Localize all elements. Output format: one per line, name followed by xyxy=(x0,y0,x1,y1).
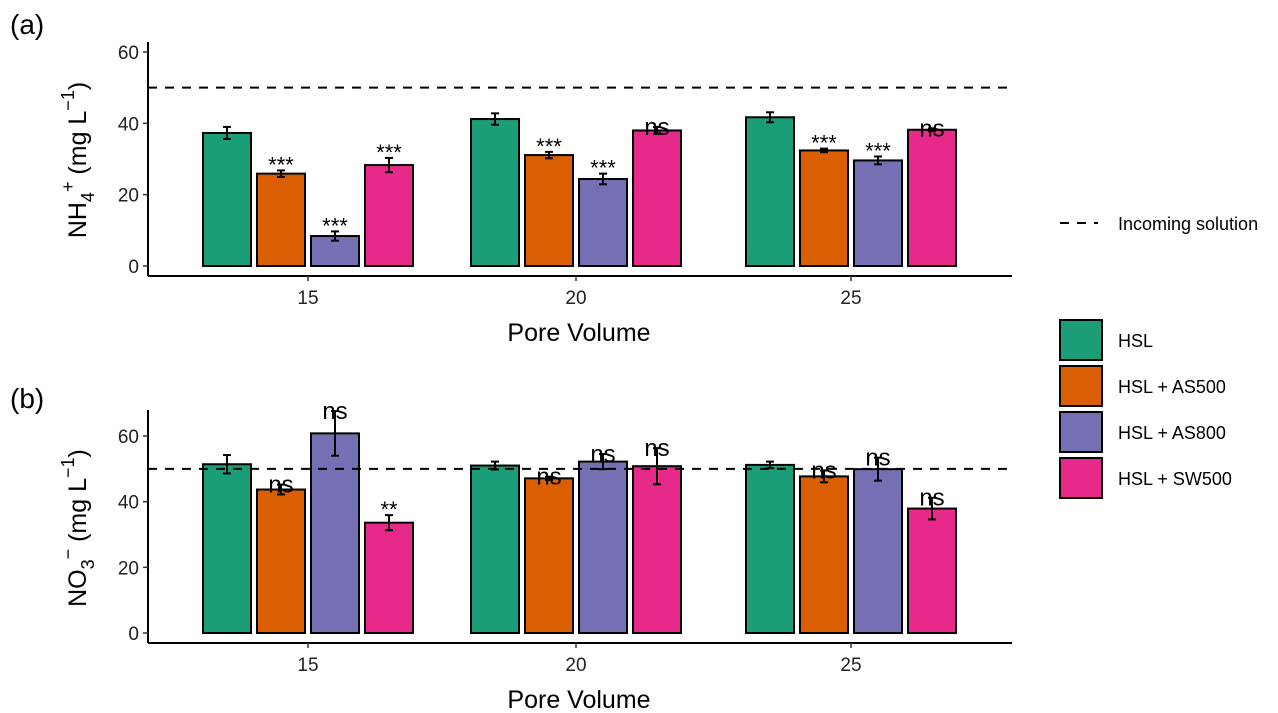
panel-a-y-ticks: 0 20 40 60 xyxy=(118,43,148,278)
y-tick-label: 0 xyxy=(128,257,139,278)
panel-b-label: (b) xyxy=(10,383,44,414)
legend-incoming-solution-label: Incoming solution xyxy=(1118,214,1258,234)
bar xyxy=(524,477,574,635)
significance-label: *** xyxy=(590,156,616,181)
bar xyxy=(256,172,306,267)
bar xyxy=(907,128,957,267)
legend-swatch xyxy=(1059,457,1103,499)
y-tick-label: 40 xyxy=(118,493,139,514)
significance-label: ns xyxy=(865,445,890,472)
y-tick-label: 0 xyxy=(128,624,139,645)
bar xyxy=(310,432,360,634)
bar xyxy=(470,464,520,634)
legend-item-label: HSL + SW500 xyxy=(1118,469,1232,489)
panel-b-axes xyxy=(147,410,1012,644)
bar xyxy=(470,118,520,268)
legend-item-label: HSL + AS500 xyxy=(1118,377,1226,397)
panel-a-y-axis-title: NH4+ (mg L−1) xyxy=(58,82,98,238)
bar xyxy=(524,154,574,267)
panel-a-bars: *** *** *** *** *** ns *** *** ns xyxy=(148,86,1012,268)
bar xyxy=(632,129,682,267)
significance-label: *** xyxy=(865,139,891,164)
significance-label: ns xyxy=(919,485,944,512)
legend-swatch xyxy=(1059,365,1103,407)
significance-label: ns xyxy=(322,398,347,425)
legend-item-label: HSL xyxy=(1118,331,1153,351)
significance-label: ns xyxy=(536,464,561,491)
bar xyxy=(745,463,795,635)
panel-a-x-ticks: 15 20 25 xyxy=(297,276,862,309)
x-tick-label: 20 xyxy=(565,288,586,309)
x-tick-label: 25 xyxy=(840,288,861,309)
panel-b-no3: (b) 0 20 40 60 ns ns ** ns ns ns ns ns ns 15 20 25 Po… xyxy=(10,383,1012,713)
significance-label: *** xyxy=(811,131,837,156)
y-tick-label: 20 xyxy=(118,558,139,579)
significance-label: *** xyxy=(536,134,562,159)
significance-label: *** xyxy=(322,213,348,238)
y-tick-label: 60 xyxy=(118,43,139,64)
y-tick-label: 20 xyxy=(118,186,139,207)
panel-a-axes xyxy=(147,42,1012,277)
significance-label: ns xyxy=(590,441,615,468)
significance-label: ns xyxy=(644,435,669,462)
legend-fill-items: HSL HSL + AS500 HSL + AS800 HSL + SW500 xyxy=(1059,319,1232,499)
legend-item-label: HSL + AS800 xyxy=(1118,423,1226,443)
panel-b-y-axis-title: NO3− (mg L−1) xyxy=(58,449,98,607)
panel-b-x-ticks: 15 20 25 xyxy=(297,643,862,676)
panel-a-nh4: (a) 0 20 40 60 *** *** *** *** *** ns *** *** ns 15… xyxy=(10,9,1012,347)
bar xyxy=(745,116,795,267)
legend: Incoming solution HSL HSL + AS500 HSL + AS… xyxy=(1059,214,1258,499)
y-tick-label: 60 xyxy=(118,427,139,448)
significance-label: ** xyxy=(380,497,398,522)
bar xyxy=(578,177,628,267)
bar xyxy=(799,149,849,267)
significance-label: ns xyxy=(811,457,836,484)
bar xyxy=(202,131,252,267)
x-tick-label: 15 xyxy=(297,288,318,309)
y-tick-label: 40 xyxy=(118,114,139,135)
bar xyxy=(202,463,252,634)
x-tick-label: 25 xyxy=(840,655,861,676)
bar xyxy=(799,475,849,635)
bar xyxy=(632,465,682,634)
bar xyxy=(364,164,414,268)
legend-swatch xyxy=(1059,319,1103,361)
significance-label: ns xyxy=(919,115,944,142)
panel-b-y-ticks: 0 20 40 60 xyxy=(118,427,148,645)
legend-swatch xyxy=(1059,411,1103,453)
panel-b-bars: ns ns ** ns ns ns ns ns ns xyxy=(148,398,1012,635)
bar xyxy=(364,521,414,634)
bar xyxy=(256,488,306,635)
panel-a-label: (a) xyxy=(10,9,44,40)
bar xyxy=(578,460,628,634)
significance-label: *** xyxy=(376,140,402,165)
significance-label: ns xyxy=(268,472,293,499)
panel-b-x-axis-title: Pore Volume xyxy=(507,686,650,713)
panel-a-x-axis-title: Pore Volume xyxy=(507,319,650,347)
bar xyxy=(853,159,903,267)
significance-label: *** xyxy=(268,152,294,177)
x-tick-label: 20 xyxy=(565,655,586,676)
x-tick-label: 15 xyxy=(297,655,318,676)
bar xyxy=(907,507,957,635)
bar xyxy=(853,468,903,634)
significance-label: ns xyxy=(644,114,669,141)
